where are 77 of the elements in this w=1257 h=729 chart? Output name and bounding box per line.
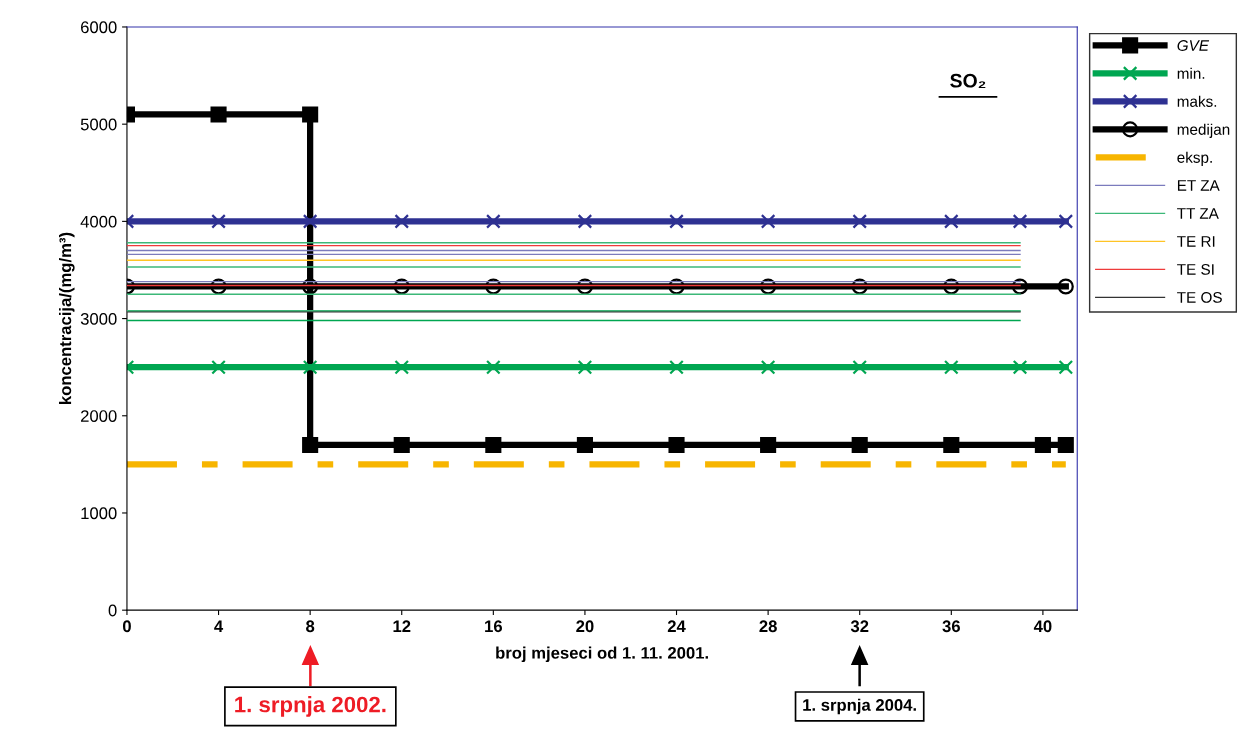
- point: [1058, 359, 1074, 375]
- point: [210, 106, 227, 123]
- point: [485, 436, 502, 453]
- point: [669, 359, 684, 375]
- legend-label: medijan: [1177, 123, 1230, 138]
- y-tick-label: 4000: [80, 215, 117, 228]
- x-tick-label: 36: [942, 620, 960, 633]
- y-tick-label: 5000: [80, 118, 117, 131]
- legend-label: min.: [1177, 67, 1205, 79]
- text: 1. srpnja 2004.: [803, 698, 916, 715]
- point: [1058, 214, 1074, 229]
- point: [393, 436, 410, 453]
- point: [1012, 359, 1028, 375]
- y-tick-label: 1000: [81, 507, 117, 520]
- legend-label: ET ZA: [1177, 180, 1220, 191]
- point: [668, 278, 685, 295]
- x-tick-label: 20: [576, 620, 594, 633]
- point: [851, 436, 868, 453]
- x-tick-label: 16: [485, 620, 502, 633]
- x-tick-label: 40: [1033, 620, 1052, 633]
- x-tick-label: 12: [393, 620, 411, 632]
- legend-label: TE RI: [1177, 236, 1215, 247]
- y-tick-label: 3000: [80, 312, 117, 325]
- point: [485, 359, 501, 375]
- point: [394, 214, 410, 229]
- point: [669, 214, 684, 229]
- y-axis-title: koncentracija/(mg/m³): [59, 232, 75, 404]
- point: [1057, 278, 1074, 295]
- point: [1034, 436, 1051, 453]
- point: [760, 359, 776, 375]
- legend-label: GVE: [1177, 40, 1210, 51]
- point: [760, 214, 776, 229]
- point: [211, 214, 226, 229]
- x-tick-label: 24: [667, 620, 686, 632]
- legend-label: TT ZA: [1177, 208, 1219, 219]
- point: [393, 278, 410, 295]
- text: SO₂: [950, 73, 986, 89]
- point: [943, 359, 959, 375]
- point: [576, 278, 593, 295]
- y-tick-label: 2000: [81, 410, 117, 422]
- point: [302, 359, 318, 375]
- point: [943, 436, 960, 453]
- x-axis-title: broj mjeseci od 1. 11. 2001.: [496, 646, 708, 663]
- x-tick-label: 8: [306, 620, 315, 633]
- point: [760, 436, 777, 453]
- point: [302, 436, 319, 453]
- point: [851, 278, 868, 295]
- legend-label: TE SI: [1177, 264, 1214, 275]
- y-tick-label: 6000: [81, 21, 117, 34]
- point: [577, 214, 593, 229]
- point: [943, 214, 959, 229]
- point: [852, 214, 868, 229]
- point: [485, 278, 502, 295]
- point: [302, 214, 318, 229]
- point: [210, 278, 227, 295]
- legend-label: eksp.: [1177, 151, 1212, 166]
- text: 1. srpnja 2002.: [235, 696, 386, 717]
- point: [485, 214, 501, 229]
- point: [1011, 278, 1029, 295]
- point: [576, 436, 593, 453]
- point: [302, 106, 319, 123]
- x-tick-label: 28: [759, 620, 777, 633]
- point: [577, 359, 593, 375]
- x-tick-label: 4: [214, 620, 224, 632]
- point: [211, 359, 226, 375]
- y-tick-label: 0: [108, 604, 117, 617]
- point: [852, 359, 868, 375]
- point: [760, 278, 777, 295]
- point: [1057, 436, 1074, 453]
- point: [943, 278, 960, 295]
- point: [1012, 214, 1028, 229]
- legend-label: maks.: [1177, 95, 1217, 107]
- point: [394, 359, 410, 375]
- legend-label: TE OS: [1177, 292, 1222, 303]
- x-tick-label: 0: [122, 620, 131, 633]
- point: [668, 436, 685, 453]
- x-tick-label: 32: [850, 620, 869, 633]
